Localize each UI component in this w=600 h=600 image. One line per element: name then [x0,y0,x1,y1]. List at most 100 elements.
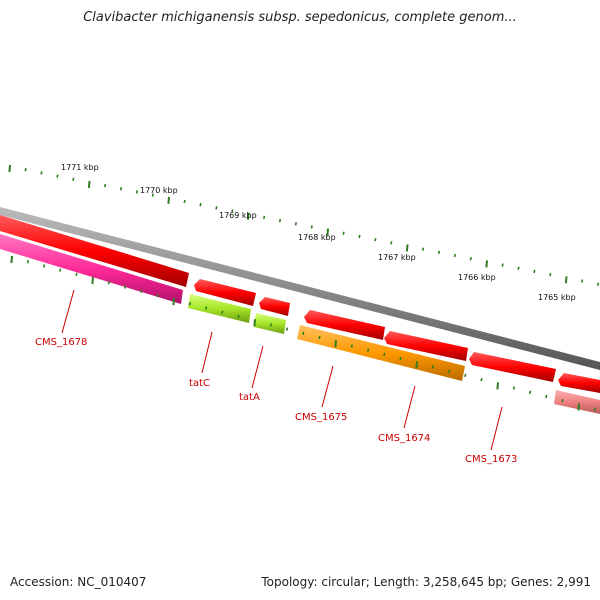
outer-minor-tick [437,250,441,255]
inner-major-tick [577,403,580,411]
cds-CMS_1673 [554,390,600,414]
scale-labels: 1771 kbp 1770 kbp 1769 kbp 1768 kbp 1767… [61,163,576,302]
outer-minor-tick [72,177,75,181]
scale-label-1771: 1771 kbp [61,163,99,172]
gene-label-CMS_1675[interactable]: CMS_1675 [295,412,347,423]
outer-major-tick [326,228,329,236]
scale-label-1769: 1769 kbp [219,211,257,220]
leader-CMS_1675 [321,365,334,408]
scale-label-1767: 1767 kbp [378,253,416,262]
inner-minor-tick [383,352,386,357]
outer-minor-tick [374,237,377,242]
inner-tick-ring [10,255,596,411]
outer-minor-tick [278,218,282,223]
label-leaders [61,289,503,451]
outer-minor-tick [231,209,234,213]
inner-minor-tick [237,314,240,319]
inner-minor-tick [302,331,305,335]
outer-minor-tick [104,183,107,188]
outer-minor-tick [294,222,297,226]
inner-minor-tick [26,260,29,264]
cds-plus-5 [384,331,468,361]
outer-minor-tick [263,215,266,220]
inner-minor-tick [431,365,434,369]
inner-minor-tick [75,272,78,277]
outer-minor-tick [56,174,59,178]
outer-minor-tick [310,225,313,229]
outer-minor-tick [469,257,472,261]
inner-minor-tick [286,327,289,331]
outer-major-tick [167,196,170,204]
gene-label-CMS_1673[interactable]: CMS_1673 [465,454,517,465]
outer-major-tick [485,260,488,268]
inner-minor-tick [318,335,321,340]
cds-plus-1 [0,215,189,287]
inner-major-tick [91,276,94,285]
genome-summary: Topology: circular; Length: 3,258,645 bp… [261,575,591,589]
inner-minor-tick [205,306,208,310]
inner-minor-tick [140,289,143,293]
inner-minor-tick [545,394,548,399]
inner-minor-tick [43,264,46,268]
outer-tick-ring [8,164,600,286]
inner-minor-tick [188,302,191,306]
scale-label-1765: 1765 kbp [538,293,576,302]
outer-major-tick [564,276,568,284]
inner-major-tick [253,319,256,327]
map-title: Clavibacter michiganensis subsp. sepedon… [83,10,517,25]
inner-minor-tick [367,348,370,352]
outer-minor-tick [151,193,154,197]
outer-minor-tick [342,231,345,235]
outer-minor-tick [533,269,536,274]
outer-minor-tick [517,266,520,270]
outer-minor-tick [581,279,584,283]
leader-tatC [201,331,213,374]
cds-plus-7 [558,373,600,393]
plus-strand-features [0,215,600,393]
inner-minor-tick [59,268,62,272]
scale-label-1766: 1766 kbp [458,273,496,282]
outer-minor-tick [215,206,218,210]
outer-minor-tick [358,234,361,239]
outer-major-tick [246,212,250,220]
outer-minor-tick [596,282,600,286]
gene-label-tatC[interactable]: tatC [189,378,210,389]
inner-minor-tick [399,356,402,361]
inner-major-tick [415,361,418,369]
outer-minor-tick [24,168,27,172]
leader-tatA [251,345,264,389]
outer-minor-tick [135,190,138,194]
cds-plus-4 [304,310,385,340]
inner-minor-tick [593,407,596,411]
inner-minor-tick [512,386,515,390]
cds-plus-3 [259,297,290,316]
inner-minor-tick [529,390,532,394]
scale-label-1770: 1770 kbp [140,186,178,195]
inner-major-tick [172,298,175,306]
outer-minor-tick [501,263,504,267]
inner-minor-tick [107,281,110,285]
inner-major-tick [10,255,13,264]
outer-minor-tick [119,187,123,191]
outer-minor-tick [199,203,202,207]
minus-strand-features [0,234,600,414]
outer-minor-tick [549,272,552,277]
gene-label-tatA[interactable]: tatA [239,392,260,403]
genome-backbone [0,207,600,370]
cds-tatA [254,313,286,334]
inner-minor-tick [221,310,224,314]
outer-major-tick [8,164,11,173]
outer-major-tick [405,244,409,252]
inner-minor-tick [561,399,564,403]
cds-tatC [188,294,251,323]
outer-minor-tick [390,241,393,245]
gene-label-CMS_1674[interactable]: CMS_1674 [378,433,430,444]
outer-minor-tick [453,253,456,258]
cds-CMS_1678 [0,234,183,304]
outer-minor-tick [40,171,43,175]
inner-minor-tick [124,285,127,289]
outer-major-tick [87,180,91,188]
inner-major-tick [334,340,337,348]
gene-label-CMS_1678[interactable]: CMS_1678 [35,337,87,348]
